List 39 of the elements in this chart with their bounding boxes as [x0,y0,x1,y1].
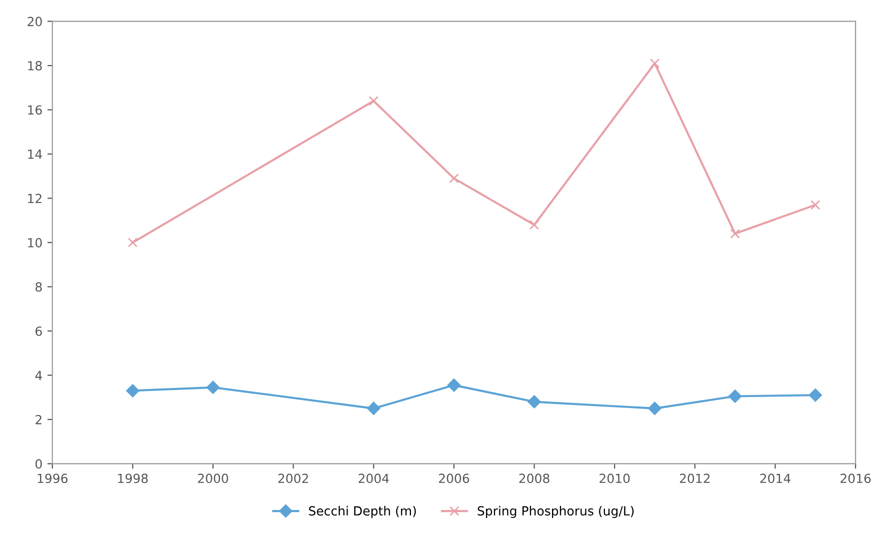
y-tick-label: 20 [28,16,42,26]
x-tick-label: 2008 [519,474,550,484]
y-tick-label: 10 [28,238,42,248]
y-tick-label: 6 [36,326,42,336]
y-tick-label: 14 [28,150,42,159]
x-tick-label: 1996 [38,474,68,484]
x-tick-label: 2012 [680,474,710,484]
y-tick-label: 2 [36,414,42,424]
point [447,378,461,392]
y-tick-label: 16 [28,105,42,115]
point [367,402,380,415]
point [810,200,820,210]
point [730,228,740,239]
point [650,58,660,68]
x-tick-label: 2010 [600,474,630,484]
point [128,238,138,248]
y-tick-label: 12 [28,194,42,204]
point [368,96,379,106]
x-tick-label: 2014 [760,474,790,484]
point [449,174,459,184]
point [206,380,220,394]
y-tick-label: 18 [28,61,42,70]
legend-label: Spring Phosphorus (ug/L) [478,506,634,518]
x-tick-label: 2004 [358,474,389,484]
x-tick-label: 2000 [198,474,228,484]
point [808,388,822,402]
point [648,402,662,415]
x-tick-label: 2016 [840,474,871,484]
x-tick-label: 2002 [278,474,308,484]
y-tick-label: 4 [35,370,42,380]
x-tick-label: 2006 [438,474,470,484]
y-tick-label: 8 [36,282,42,292]
point [126,384,140,398]
x-tick-label: 1998 [118,474,148,484]
point [528,395,541,408]
point [529,220,540,230]
y-tick-label: 0 [36,459,42,469]
point [728,390,742,403]
legend-label: Secchi Depth (m) [309,506,416,518]
